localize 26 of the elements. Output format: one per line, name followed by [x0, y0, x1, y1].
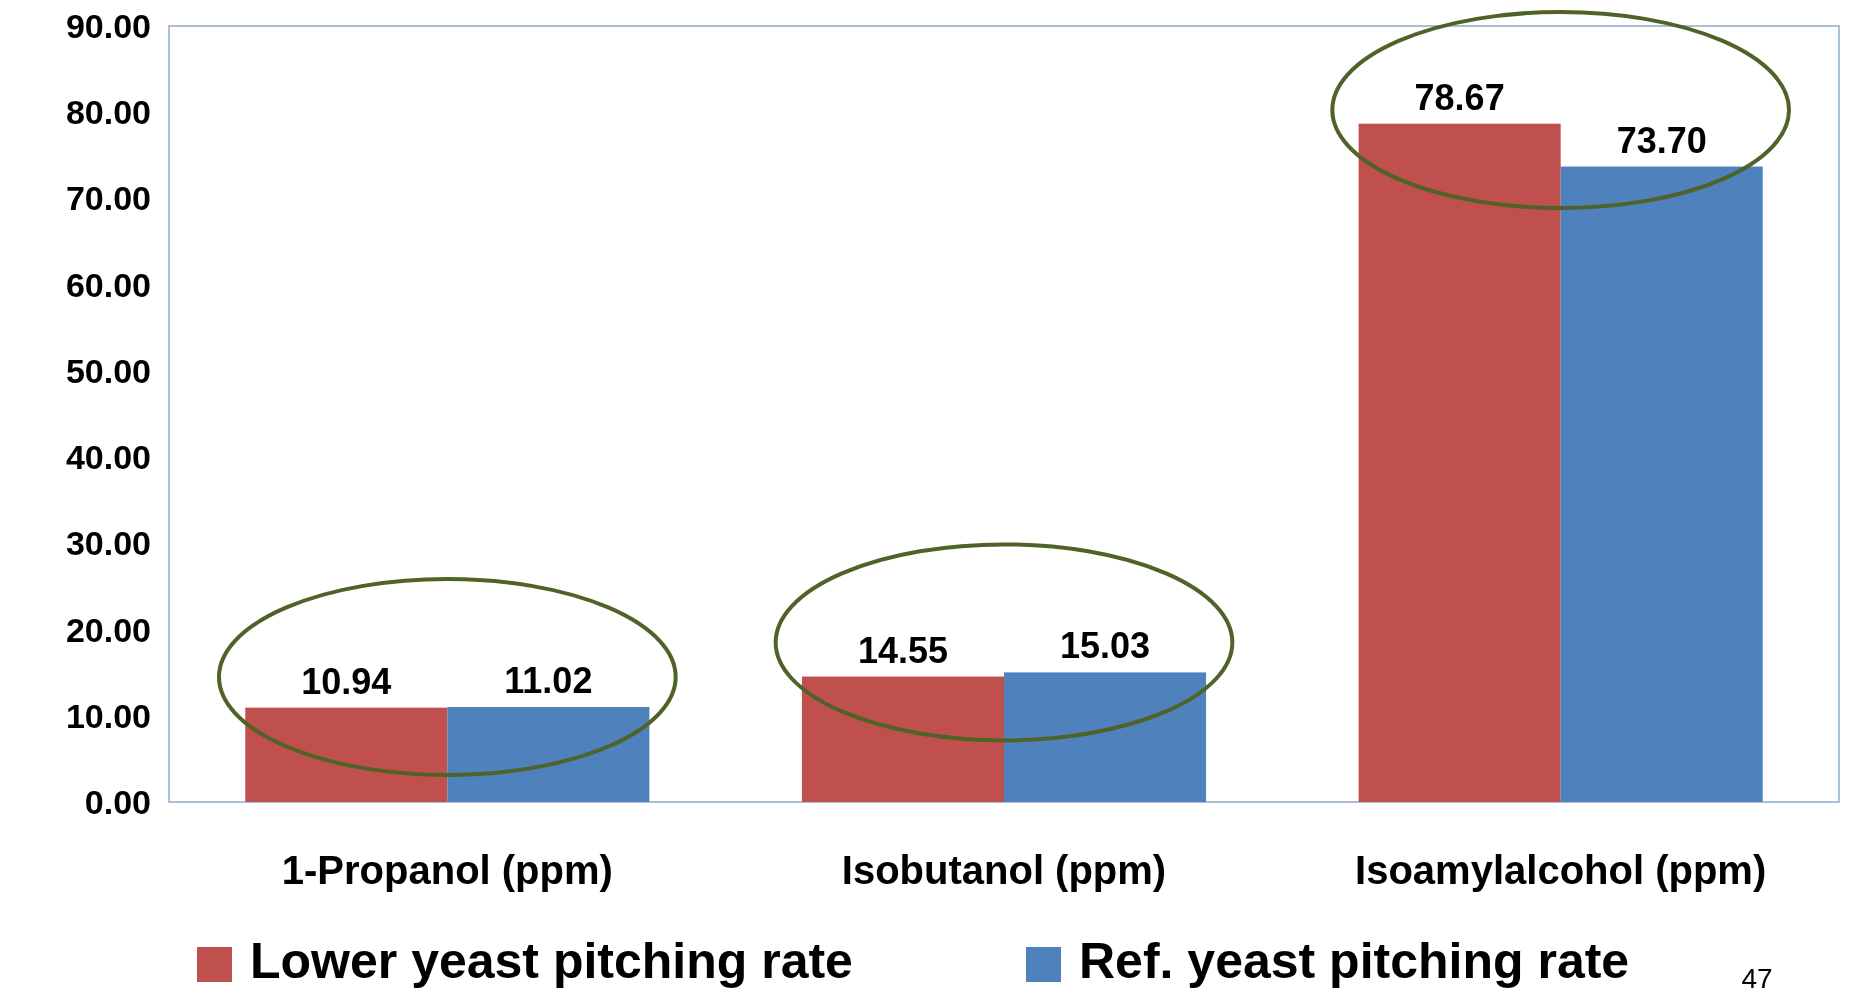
text: 10.94 [301, 660, 392, 702]
y-tick-label: 60.00 [65, 265, 151, 304]
y-tick-label: 10.00 [65, 696, 151, 735]
y-tick-label: 90.00 [65, 7, 151, 45]
text: 47 [1741, 963, 1773, 994]
legend-label: Lower yeast pitching rate [250, 933, 853, 989]
legend-label: Ref. yeast pitching rate [1079, 933, 1630, 989]
bar [1004, 672, 1207, 802]
x-tick-label: 1-Propanol (ppm) [281, 848, 613, 892]
y-tick-label: 70.00 [65, 179, 151, 218]
y-tick-label: 80.00 [65, 93, 151, 132]
y-tick-label: 50.00 [65, 351, 151, 390]
text: 73.70 [1616, 119, 1707, 161]
bar [245, 707, 448, 802]
y-tick-label: 30.00 [65, 524, 151, 563]
y-tick-label: 20.00 [65, 610, 151, 649]
y-tick-label: 0.00 [84, 783, 151, 821]
text: 78.67 [1414, 76, 1505, 118]
y-tick-label: 40.00 [65, 438, 151, 477]
bar [801, 676, 1004, 802]
x-tick-label: Isoamylalcohol (ppm) [1355, 848, 1767, 892]
bar [447, 706, 650, 802]
text: 11.02 [504, 659, 593, 701]
x-tick-label: Isobutanol (ppm) [841, 848, 1167, 892]
text: 15.03 [1059, 625, 1151, 667]
text: 14.55 [857, 629, 949, 671]
